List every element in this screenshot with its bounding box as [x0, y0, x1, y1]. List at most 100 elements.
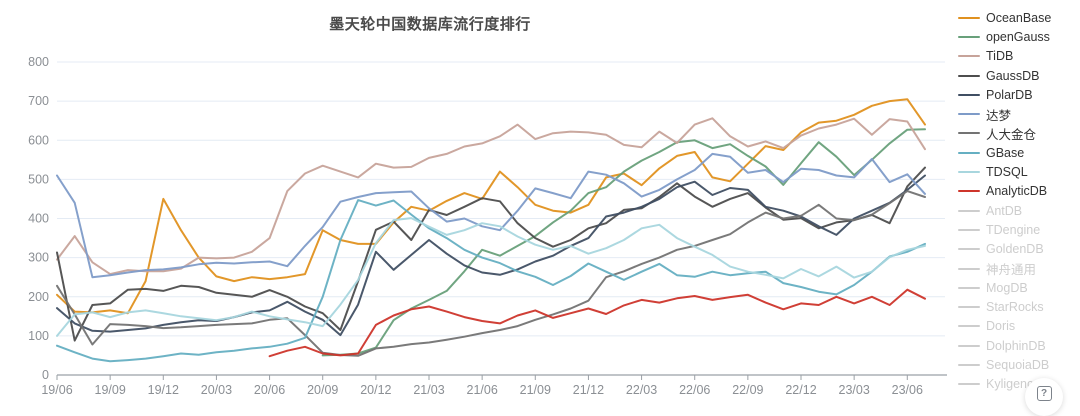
legend-swatch-GBase	[958, 151, 980, 154]
series-line-GaussDB	[56, 166, 926, 342]
x-tick-label-20/03: 20/03	[201, 383, 232, 397]
legend-swatch-人大金仓	[958, 132, 980, 135]
legend-swatch-Kyligence	[958, 383, 980, 386]
x-tick-label-22/09: 22/09	[732, 383, 763, 397]
y-tick-label-800: 800	[28, 55, 49, 69]
x-tick-label-22/06: 22/06	[679, 383, 710, 397]
legend-label-TDSQL: TDSQL	[986, 165, 1028, 180]
x-tick-label-22/12: 22/12	[785, 383, 816, 397]
legend-label-人大金仓: 人大金仓	[986, 127, 1037, 142]
legend-swatch-DolphinDB	[958, 344, 980, 347]
y-tick-label-700: 700	[28, 94, 49, 108]
y-tick-label-300: 300	[28, 251, 49, 265]
y-tick-label-400: 400	[28, 212, 49, 226]
legend-label-GaussDB: GaussDB	[986, 68, 1040, 83]
legend-swatch-达梦	[958, 113, 980, 116]
legend-swatch-AnalyticDB	[958, 190, 980, 193]
legend-label-SequoiaDB: SequoiaDB	[986, 357, 1050, 372]
legend-swatch-GaussDB	[958, 74, 980, 77]
legend-label-PolarDB: PolarDB	[986, 87, 1033, 102]
legend-swatch-GoldenDB	[958, 248, 980, 251]
legend-swatch-SequoiaDB	[958, 363, 980, 366]
legend-item-TDengine[interactable]: TDengine	[958, 220, 1074, 239]
legend-item-PolarDB[interactable]: PolarDB	[958, 85, 1074, 104]
x-tick-label-22/03: 22/03	[626, 383, 657, 397]
help-button[interactable]: ?	[1025, 378, 1063, 416]
legend-swatch-Doris	[958, 325, 980, 328]
legend-item-AnalyticDB[interactable]: AnalyticDB	[958, 182, 1074, 201]
legend-item-GBase[interactable]: GBase	[958, 143, 1074, 162]
y-tick-label-600: 600	[28, 133, 49, 147]
line-chart-canvas: 0 100 200 300 400 500 600 700 800 19/06 19/09 19/12…	[28, 55, 947, 397]
legend-label-OceanBase: OceanBase	[986, 10, 1052, 25]
legend-item-DolphinDB[interactable]: DolphinDB	[958, 336, 1074, 355]
x-tick-label-21/03: 21/03	[413, 383, 444, 397]
legend-label-AnalyticDB: AnalyticDB	[986, 184, 1048, 199]
legend-item-Doris[interactable]: Doris	[958, 317, 1074, 336]
y-tick-label-500: 500	[28, 172, 49, 186]
x-tick-label-19/12: 19/12	[148, 383, 179, 397]
series-line-人大金仓	[56, 190, 926, 357]
x-tick-label-23/06: 23/06	[892, 383, 923, 397]
legend-item-TiDB[interactable]: TiDB	[958, 47, 1074, 66]
legend: OceanBase openGauss TiDB GaussDB PolarDB 达梦人大…	[958, 8, 1074, 394]
legend-label-MogDB: MogDB	[986, 280, 1028, 295]
legend-item-MogDB[interactable]: MogDB	[958, 278, 1074, 297]
series-line-GBase	[56, 199, 926, 363]
series-line-TDSQL	[56, 217, 926, 337]
series-line-AnalyticDB	[268, 288, 926, 358]
x-tick-label-19/09: 19/09	[95, 383, 126, 397]
chart-title: 墨天轮中国数据库流行度排行	[329, 16, 531, 33]
x-tick-label-20/06: 20/06	[254, 383, 285, 397]
x-tick-label-21/06: 21/06	[467, 383, 498, 397]
legend-swatch-TDengine	[958, 228, 980, 231]
legend-item-GoldenDB[interactable]: GoldenDB	[958, 240, 1074, 259]
legend-label-神舟通用: 神舟通用	[986, 263, 1037, 277]
legend-item-GaussDB[interactable]: GaussDB	[958, 66, 1074, 85]
legend-label-openGauss: openGauss	[986, 29, 1050, 44]
series-line-达梦	[56, 152, 926, 279]
x-tick-label-23/03: 23/03	[839, 383, 870, 397]
legend-label-GBase: GBase	[986, 145, 1025, 160]
x-tick-label-19/06: 19/06	[41, 383, 72, 397]
question-mark-icon: ?	[1036, 385, 1052, 401]
legend-label-StarRocks: StarRocks	[986, 300, 1044, 315]
series-line-PolarDB	[56, 174, 926, 337]
legend-label-GoldenDB: GoldenDB	[986, 242, 1044, 257]
series-line-openGauss	[321, 128, 926, 357]
legend-swatch-PolarDB	[958, 93, 980, 96]
legend-swatch-TiDB	[958, 55, 980, 58]
legend-label-TiDB: TiDB	[986, 49, 1014, 64]
y-tick-label-0: 0	[42, 368, 49, 382]
legend-item-StarRocks[interactable]: StarRocks	[958, 297, 1074, 316]
legend-swatch-TDSQL	[958, 171, 980, 174]
legend-label-达梦: 达梦	[986, 108, 1012, 123]
legend-item-SequoiaDB[interactable]: SequoiaDB	[958, 355, 1074, 374]
legend-label-TDengine: TDengine	[986, 222, 1041, 237]
legend-swatch-AntDB	[958, 209, 980, 212]
legend-swatch-MogDB	[958, 286, 980, 289]
y-tick-label-200: 200	[28, 290, 49, 304]
legend-swatch-StarRocks	[958, 306, 980, 309]
legend-item-达梦[interactable]: 达梦	[958, 104, 1074, 123]
legend-item-openGauss[interactable]: openGauss	[958, 27, 1074, 46]
legend-item-TDSQL[interactable]: TDSQL	[958, 162, 1074, 181]
legend-swatch-OceanBase	[958, 16, 980, 19]
legend-item-AntDB[interactable]: AntDB	[958, 201, 1074, 220]
legend-item-人大金仓[interactable]: 人大金仓	[958, 124, 1074, 143]
x-tick-label-20/09: 20/09	[307, 383, 338, 397]
legend-item-神舟通用[interactable]: 神舟通用	[958, 259, 1074, 278]
series-line-OceanBase	[56, 98, 926, 315]
y-tick-label-100: 100	[28, 329, 49, 343]
legend-label-Doris: Doris	[986, 319, 1016, 334]
x-tick-label-20/12: 20/12	[360, 383, 391, 397]
legend-label-DolphinDB: DolphinDB	[986, 338, 1046, 353]
legend-item-OceanBase[interactable]: OceanBase	[958, 8, 1074, 27]
x-tick-label-21/12: 21/12	[573, 383, 604, 397]
x-tick-label-21/09: 21/09	[520, 383, 551, 397]
legend-swatch-openGauss	[958, 35, 980, 38]
legend-label-AntDB: AntDB	[986, 203, 1023, 218]
legend-swatch-神舟通用	[958, 267, 980, 270]
series-line-TiDB	[56, 117, 926, 276]
chart-area: 0 100 200 300 400 500 600 700 800 19/06 19/09 19/12…	[28, 16, 947, 397]
